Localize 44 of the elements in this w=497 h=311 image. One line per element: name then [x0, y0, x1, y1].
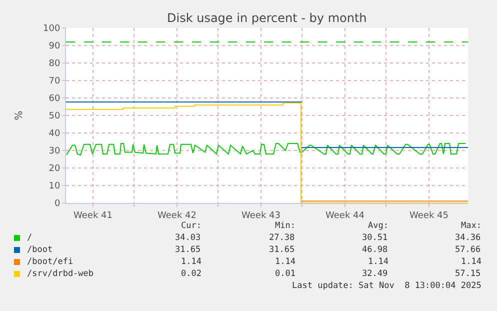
text: Avg: — [368, 221, 388, 231]
text: 1.14 — [275, 257, 296, 267]
x-tick-label: Week 44 — [326, 210, 365, 221]
text: 30.51 — [362, 233, 388, 243]
y-tick-label: 30 — [48, 146, 60, 157]
text: Min: — [275, 221, 296, 231]
text: 57.15 — [455, 269, 481, 279]
x-tick-label: Week 42 — [158, 210, 196, 221]
text: 0.01 — [275, 269, 296, 279]
x-tick-label: Week 41 — [74, 210, 112, 221]
text: 1.14 — [181, 257, 202, 267]
text: 34.36 — [455, 233, 481, 243]
legend-label: /boot/efi — [27, 257, 74, 267]
x-tick-label: Week 43 — [242, 210, 280, 221]
text: 34.03 — [175, 233, 201, 243]
y-tick-label: 20 — [48, 164, 60, 174]
y-axis-title: % — [14, 110, 26, 120]
text: 1.14 — [368, 257, 388, 267]
text: Max: — [461, 221, 482, 231]
y-tick-label: 80 — [48, 59, 60, 70]
text: 0.02 — [181, 269, 202, 279]
chart-title: Disk usage in percent - by month — [167, 11, 367, 25]
legend-label: / — [27, 233, 32, 243]
text: Cur: — [181, 221, 202, 231]
legend-label: /srv/drbd-web — [27, 269, 94, 279]
y-tick-label: 40 — [48, 129, 60, 140]
text: 31.65 — [175, 245, 201, 255]
y-tick-label: 10 — [48, 182, 60, 192]
text: 31.65 — [269, 245, 295, 255]
y-tick-label: 90 — [48, 42, 60, 52]
y-tick-label: 60 — [48, 94, 60, 104]
y-tick-label: 50 — [48, 112, 60, 122]
text: Last update: Sat Nov 8 13:00:04 2025 — [292, 281, 482, 291]
y-tick-label: 100 — [43, 24, 60, 34]
text: 27.38 — [269, 233, 295, 243]
text: 57.66 — [455, 245, 481, 255]
text: 46.98 — [362, 245, 388, 255]
text: 1.14 — [461, 257, 482, 267]
line-series — [66, 143, 466, 156]
legend-label: /boot — [27, 245, 53, 255]
y-tick-label: 0 — [54, 199, 60, 210]
text: 32.49 — [362, 269, 388, 279]
x-tick-label: Week 45 — [410, 210, 448, 221]
y-tick-label: 70 — [48, 76, 60, 87]
